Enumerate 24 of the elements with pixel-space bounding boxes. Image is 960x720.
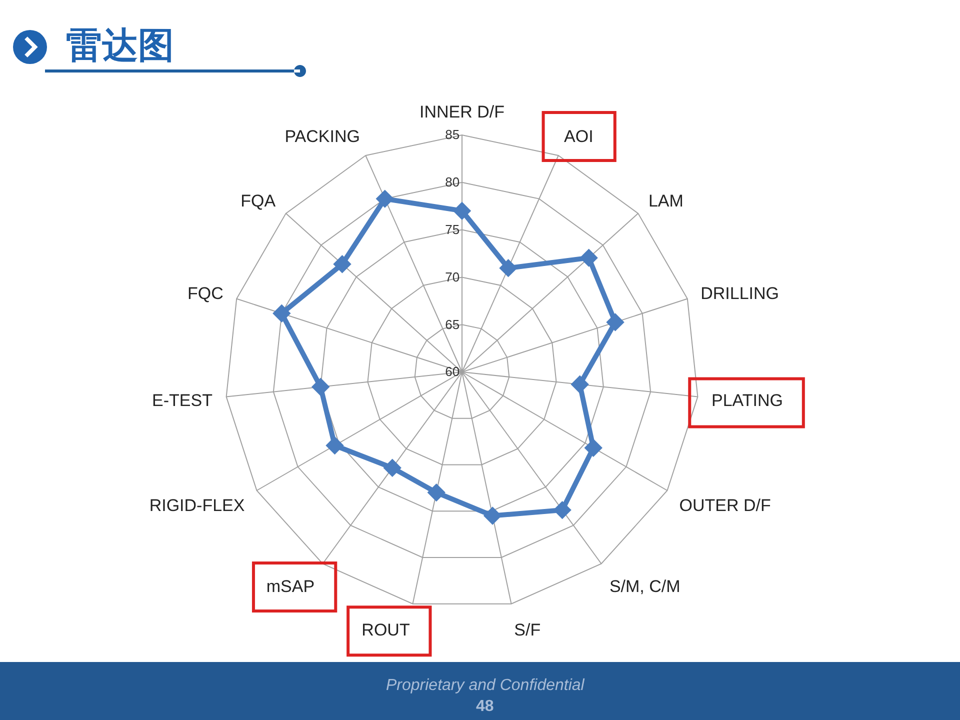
y-tick-label: 80 xyxy=(445,174,460,190)
spoke-label: mSAP xyxy=(266,577,315,596)
spoke-label: E-TEST xyxy=(152,390,212,410)
y-tick-label: 85 xyxy=(445,127,460,142)
text: 48 xyxy=(476,698,494,715)
spoke-label: AOI xyxy=(564,127,594,146)
spoke-label: PLATING xyxy=(712,390,784,410)
spoke-label: S/F xyxy=(514,620,541,640)
y-tick-label: 70 xyxy=(445,269,460,284)
spoke-label: OUTER D/F xyxy=(679,496,771,516)
y-tick-label: 60 xyxy=(445,364,460,380)
spoke-label: RIGID-FLEX xyxy=(149,496,245,516)
spoke-label: INNER D/F xyxy=(420,102,504,122)
y-tick-label: 75 xyxy=(445,222,460,238)
spoke-label: DRILLING xyxy=(700,284,780,304)
spoke-label: ROUT xyxy=(362,620,410,640)
spoke-label: LAM xyxy=(648,191,684,210)
spoke-label: FQA xyxy=(240,191,276,210)
spoke-label: S/M, C/M xyxy=(609,577,680,596)
y-tick-label: 65 xyxy=(445,316,460,332)
text: Proprietary and Confidential xyxy=(386,677,585,694)
spoke-label: PACKING xyxy=(284,127,360,146)
chart-title: 雷达图 xyxy=(66,26,174,67)
spoke-label: FQC xyxy=(187,284,224,304)
